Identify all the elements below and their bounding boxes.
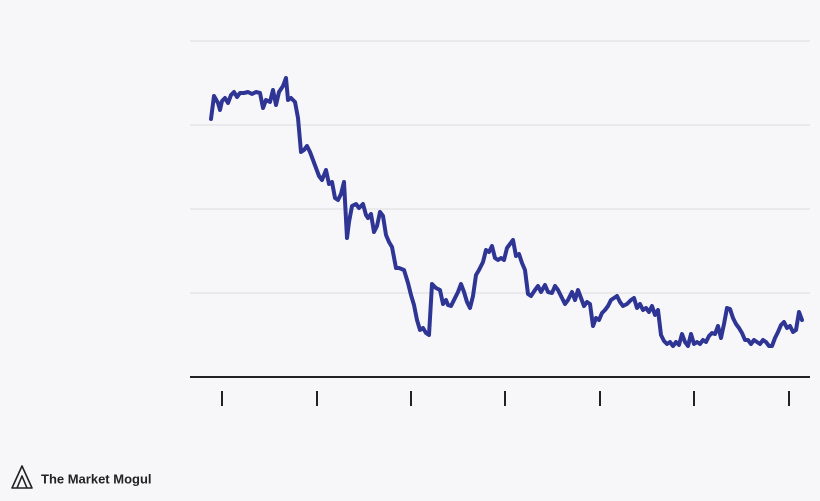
brand-name: The Market Mogul bbox=[41, 471, 152, 486]
brand-logo bbox=[11, 465, 33, 489]
line-series bbox=[209, 76, 804, 348]
